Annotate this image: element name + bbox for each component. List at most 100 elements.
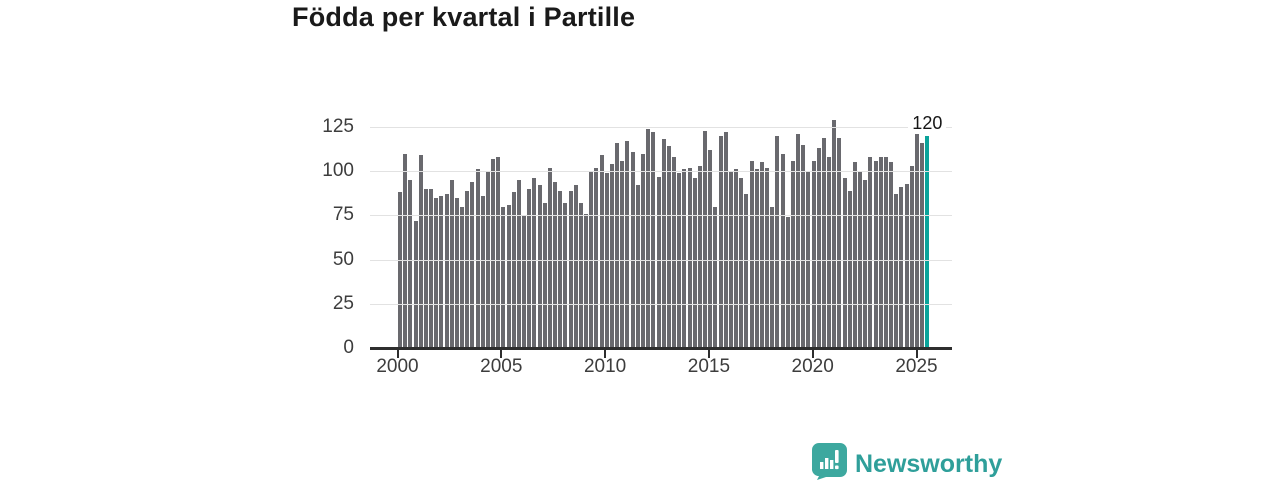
newsworthy-logo-text: Newsworthy — [855, 449, 1003, 478]
bar — [568, 190, 573, 348]
bar — [615, 142, 620, 348]
x-tick-mark — [915, 350, 918, 358]
bar — [739, 178, 744, 348]
bar — [852, 162, 857, 348]
bar — [868, 157, 873, 348]
bar — [920, 142, 925, 348]
bar — [465, 190, 470, 348]
bar — [444, 194, 449, 348]
bar — [827, 157, 832, 348]
bar — [584, 213, 589, 348]
bar — [894, 194, 899, 348]
bar — [423, 188, 428, 348]
y-tick-label: 100 — [322, 160, 354, 182]
bar — [821, 137, 826, 348]
bar — [889, 162, 894, 348]
bar — [770, 206, 775, 348]
bar — [873, 160, 878, 348]
x-tick-mark — [500, 350, 503, 358]
bar — [558, 190, 563, 348]
bar — [904, 183, 909, 348]
bar — [718, 135, 723, 348]
bar — [863, 180, 868, 348]
bar — [682, 169, 687, 348]
bar — [506, 204, 511, 348]
bar — [909, 165, 914, 348]
bar — [553, 181, 558, 348]
bar — [878, 157, 883, 348]
bar — [625, 141, 630, 348]
x-tick-label: 2015 — [687, 356, 731, 377]
bar — [672, 157, 676, 348]
y-tick-label: 0 — [343, 337, 354, 358]
bar — [708, 149, 713, 348]
grid-line — [370, 215, 952, 217]
bar — [537, 185, 542, 348]
bar — [475, 169, 480, 348]
x-tick-label: 2005 — [480, 356, 523, 377]
grid-line — [370, 171, 952, 173]
bar — [780, 153, 785, 348]
bar — [651, 132, 656, 348]
x-tick-label: 2010 — [583, 356, 627, 377]
bar — [915, 134, 919, 348]
bar — [687, 167, 692, 348]
annotation-value: 120 — [908, 112, 947, 134]
bar — [599, 155, 604, 348]
bar — [703, 130, 708, 348]
bar — [806, 171, 811, 348]
bar — [635, 185, 640, 348]
x-tick-label: 2000 — [376, 356, 419, 377]
bar — [449, 180, 454, 348]
bar — [542, 203, 547, 348]
y-tick-label: 75 — [332, 204, 354, 226]
newsworthy-logo: Newsworthy — [812, 443, 1002, 485]
bar — [697, 165, 702, 348]
bar — [723, 132, 728, 348]
bar — [790, 160, 795, 348]
bar — [496, 157, 501, 348]
bar — [842, 178, 847, 348]
bar — [609, 164, 614, 348]
bar — [434, 197, 439, 348]
bar — [408, 180, 413, 348]
bar — [883, 157, 888, 348]
bar — [837, 137, 842, 348]
bar — [429, 188, 434, 348]
x-tick-mark — [604, 350, 607, 358]
y-tick-label: 25 — [332, 292, 354, 314]
x-tick-mark — [707, 350, 710, 358]
bar — [563, 203, 568, 348]
bar — [491, 158, 496, 348]
bar — [811, 160, 816, 348]
bar — [801, 144, 806, 348]
bar — [646, 128, 651, 348]
grid-line — [370, 127, 952, 128]
bar — [728, 171, 733, 348]
bar — [398, 192, 402, 348]
bar — [656, 176, 661, 348]
bar — [547, 167, 552, 348]
x-tick-label: 2025 — [895, 356, 938, 377]
bar — [470, 181, 475, 348]
bar — [403, 153, 408, 348]
bar — [640, 153, 645, 348]
bar — [413, 220, 418, 348]
chart-title: Födda per kvartal i Partille — [292, 2, 636, 32]
x-tick-mark — [396, 350, 399, 358]
bar — [759, 162, 764, 348]
bar — [418, 155, 423, 348]
bar — [522, 215, 527, 348]
bar — [858, 171, 863, 348]
bar — [666, 146, 671, 348]
axis-line — [370, 347, 952, 350]
bar — [501, 206, 506, 348]
bar — [454, 197, 459, 348]
bar — [744, 194, 749, 348]
bar — [734, 169, 739, 348]
bar — [480, 195, 485, 348]
bar — [516, 180, 521, 348]
bar — [589, 171, 594, 348]
